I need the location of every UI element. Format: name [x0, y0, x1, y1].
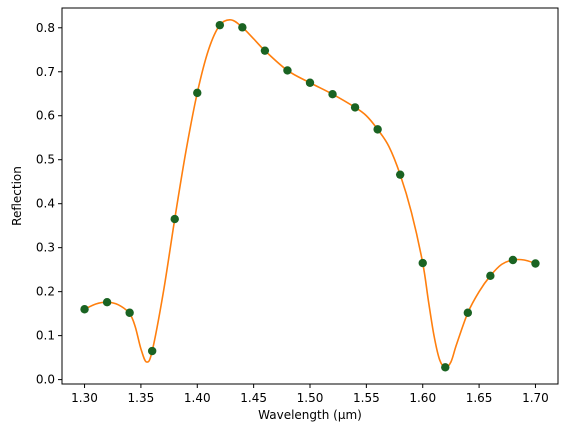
y-tick-label: 0.2	[36, 285, 55, 299]
x-tick-label: 1.70	[522, 391, 549, 405]
curve-layer	[84, 18, 536, 369]
x-axis-label: Wavelength (µm)	[258, 408, 362, 422]
data-point	[80, 305, 89, 314]
y-tick-label: 0.7	[36, 65, 55, 79]
data-point	[193, 88, 202, 98]
y-tick-label: 0.3	[36, 241, 55, 255]
data-point	[305, 78, 315, 87]
x-tick-label: 1.40	[184, 391, 211, 405]
data-point	[238, 23, 247, 32]
plot-frame	[61, 7, 559, 385]
y-tick-label: 0.0	[36, 373, 55, 387]
y-tick-label: 0.4	[36, 197, 55, 211]
x-tick-label: 1.50	[297, 391, 324, 405]
data-point	[373, 125, 382, 134]
data-point	[328, 89, 337, 99]
data-point	[215, 20, 225, 30]
data-point	[260, 46, 270, 55]
x-tick-label: 1.60	[409, 391, 436, 405]
y-tick-label: 0.8	[36, 21, 55, 35]
data-point	[486, 271, 495, 281]
data-point	[441, 363, 450, 372]
x-tick-label: 1.30	[71, 391, 98, 405]
y-tick-label: 0.5	[36, 153, 55, 167]
x-tick-label: 1.45	[240, 391, 267, 405]
data-point	[283, 66, 292, 75]
data-point	[350, 103, 360, 112]
data-point	[102, 298, 112, 307]
y-axis: 0.0 0.1 0.2 0.3 0.4 0.5 0.6 0.7 0.8	[36, 21, 62, 387]
data-point	[170, 214, 179, 224]
data-point	[395, 170, 405, 179]
data-point	[508, 255, 518, 265]
data-point	[125, 308, 134, 317]
x-tick-label: 1.65	[466, 391, 493, 405]
y-tick-label: 0.6	[36, 109, 55, 123]
data-point	[531, 259, 540, 268]
data-point	[463, 308, 473, 317]
x-tick-label: 1.55	[353, 391, 380, 405]
data-point	[147, 346, 157, 356]
y-tick-label: 0.1	[36, 329, 55, 343]
fit-curve-line	[84, 18, 536, 369]
points-layer	[80, 20, 540, 372]
y-axis-label: Reflection	[10, 166, 24, 226]
x-axis: 1.30 1.35 1.40 1.45 1.50 1.55 1.60 1.65 1.70	[71, 384, 549, 405]
x-tick-label: 1.35	[128, 391, 155, 405]
data-point	[418, 258, 427, 268]
